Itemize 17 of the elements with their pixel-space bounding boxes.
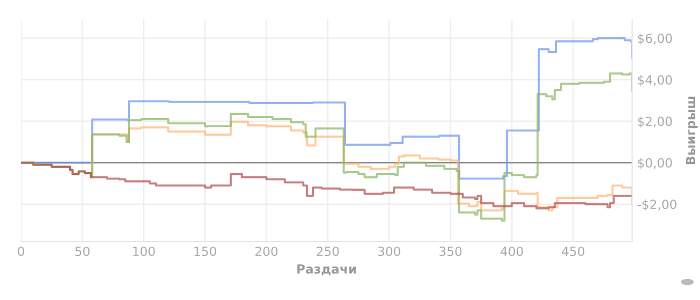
y2-tick-label: $2,00 — [638, 116, 672, 128]
x-tick-label: 150 — [194, 246, 216, 256]
y2-tick-label: $4,00 — [638, 74, 672, 86]
x-tick-label: 350 — [440, 246, 462, 256]
y2-tick-label: -$2,00 — [638, 199, 676, 211]
x-tick-label: 300 — [378, 246, 400, 256]
x-tick-label: 100 — [133, 246, 155, 256]
x-tick-label: 0 — [18, 246, 24, 256]
x-tick-label: 250 — [316, 246, 339, 256]
x-tick-label: 200 — [255, 246, 278, 256]
x-tick-label: 50 — [75, 246, 90, 256]
x-axis-title: Раздачи — [297, 264, 356, 276]
x-tick-label: 450 — [562, 246, 584, 256]
y2-tick-label: $6,00 — [638, 33, 672, 45]
y2-axis-title: Выигрыш — [686, 96, 698, 164]
x-tick-label: 400 — [500, 246, 523, 256]
y2-tick-label: $0,00 — [638, 158, 672, 170]
